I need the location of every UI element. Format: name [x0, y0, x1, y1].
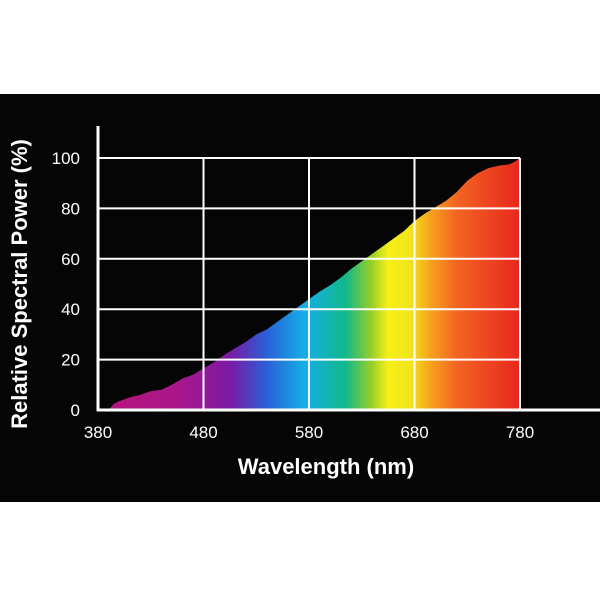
x-tick-label: 380: [84, 423, 112, 442]
y-tick-label: 40: [61, 300, 80, 319]
x-tick-label: 480: [189, 423, 217, 442]
spectrum-area: [108, 158, 520, 410]
y-tick-label: 80: [61, 199, 80, 218]
x-tick-label: 780: [506, 423, 534, 442]
y-tick-label: 60: [61, 250, 80, 269]
y-tick-label: 100: [52, 149, 80, 168]
x-tick-label: 580: [295, 423, 323, 442]
y-tick-label: 0: [71, 401, 80, 420]
x-axis-title: Wavelength (nm): [238, 454, 414, 479]
y-tick-label: 20: [61, 351, 80, 370]
y-axis-title: Relative Spectral Power (%): [7, 139, 32, 429]
x-tick-label: 680: [400, 423, 428, 442]
